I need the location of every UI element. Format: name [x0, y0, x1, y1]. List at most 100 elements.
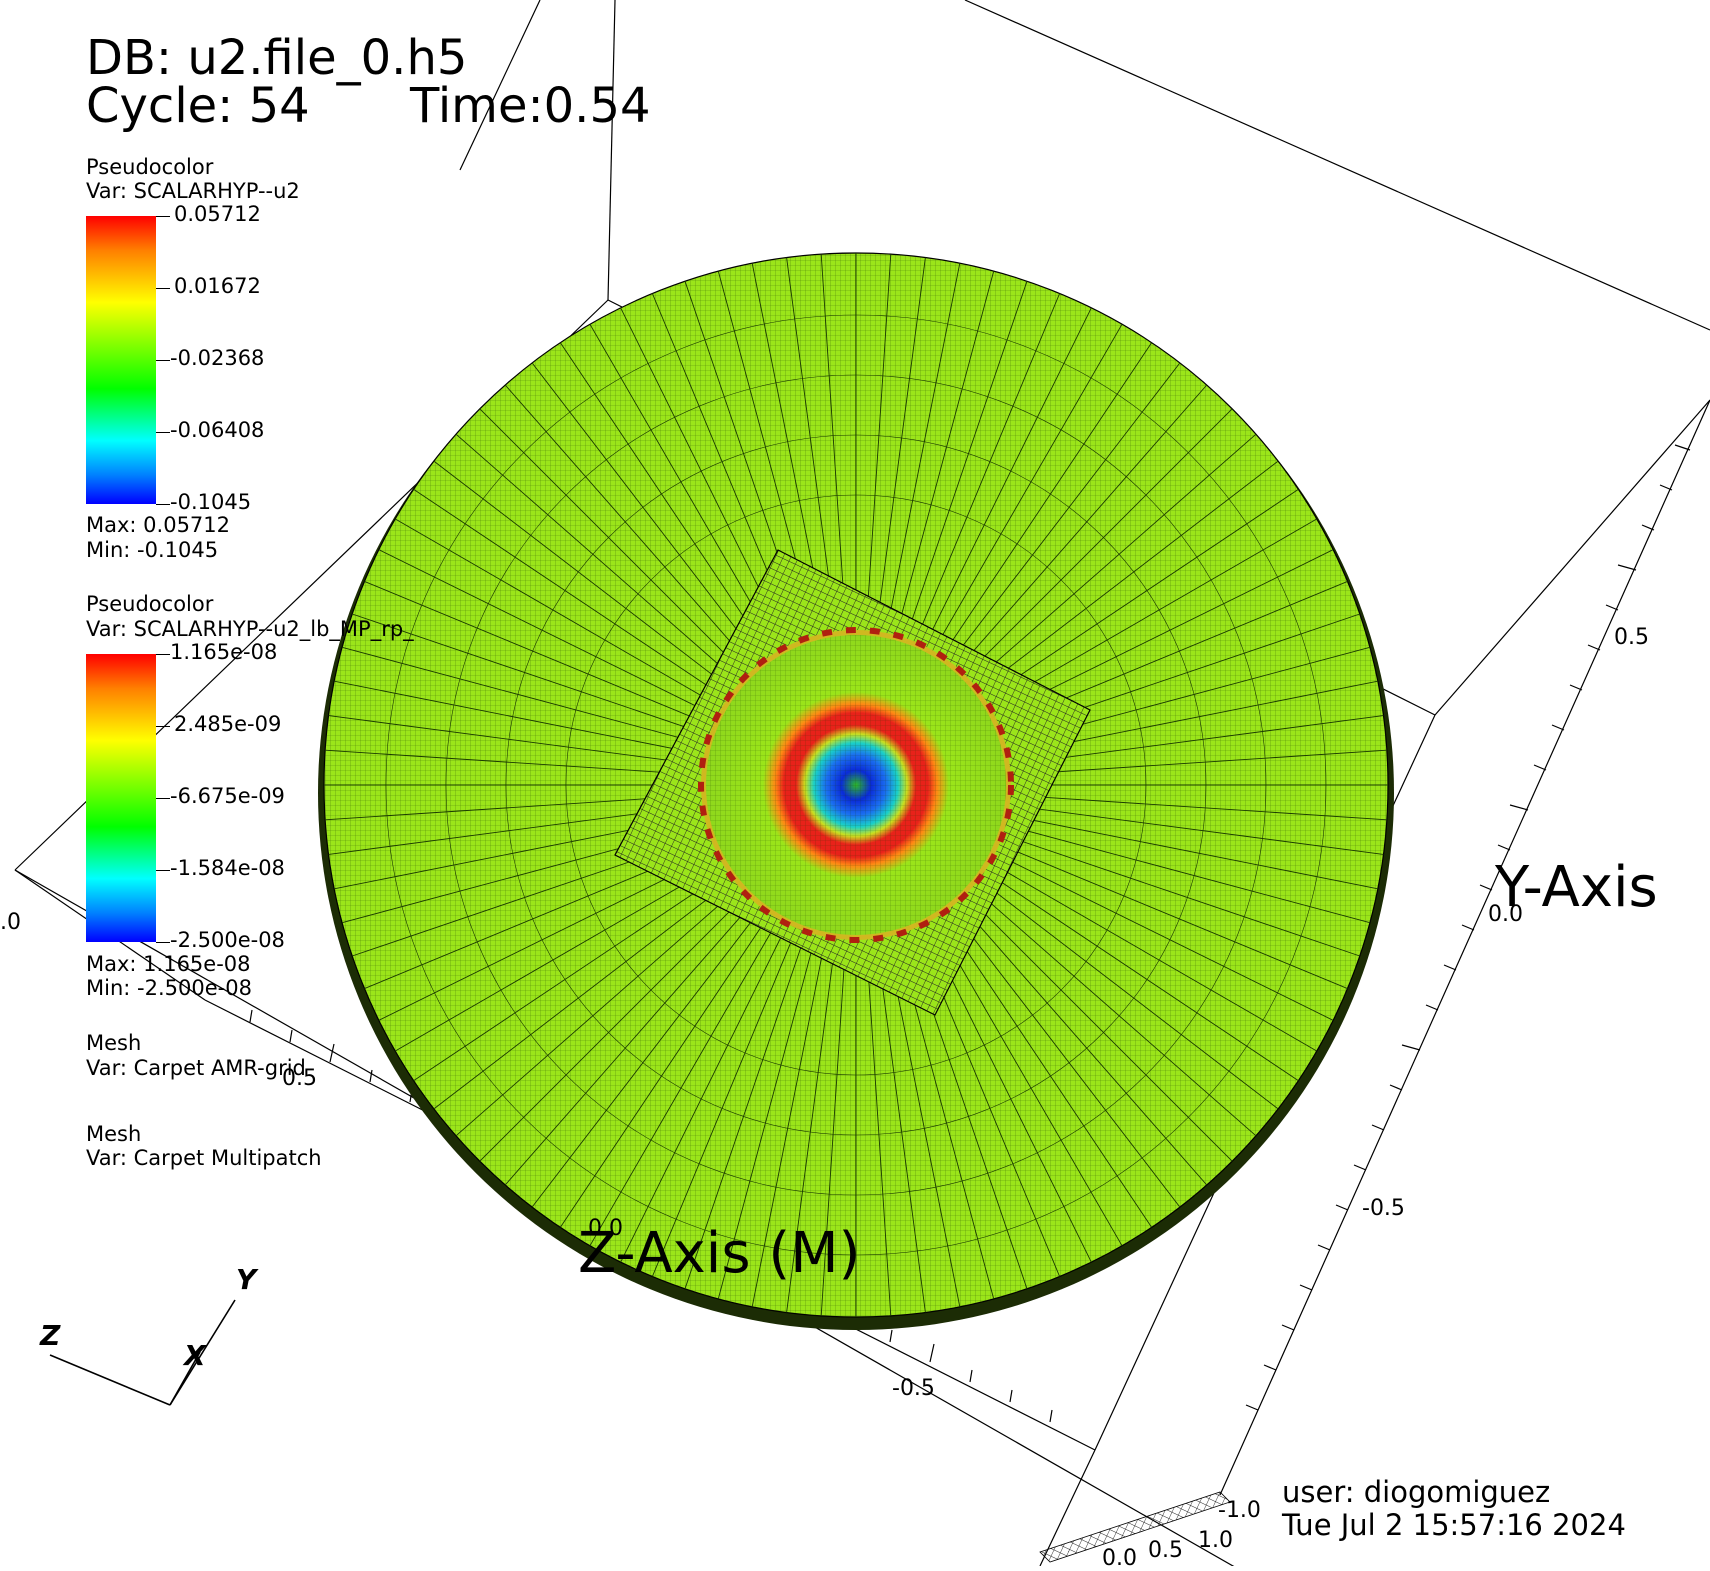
- disk-radial-line: [954, 897, 1208, 1186]
- disk-radial-line: [930, 914, 1123, 1246]
- disk-radial-line: [531, 362, 766, 667]
- colorbar: [86, 216, 156, 504]
- disk-radial-line: [560, 909, 774, 1228]
- left-tick-label: .0: [0, 910, 21, 935]
- disk-radial-line: [325, 794, 707, 821]
- disk-radial-line: [938, 909, 1152, 1228]
- disk-ring-1: [385, 314, 1327, 1256]
- disk-radial-line: [1005, 749, 1387, 776]
- disk-radial-line: [980, 867, 1299, 1081]
- triad-y-label: Y: [236, 1263, 257, 1296]
- disk-radial-line: [364, 580, 718, 729]
- base-hatch: [1039, 1491, 1231, 1563]
- legend-variable: Var: Carpet Multipatch: [86, 1146, 322, 1170]
- colorbar: [86, 654, 156, 942]
- disk-radial-line: [865, 254, 892, 636]
- disk-radial-line: [395, 859, 727, 1052]
- database-title: DB: u2.file_0.h5: [86, 30, 468, 86]
- disk-radial-line: [684, 926, 809, 1289]
- disk-radial-line: [921, 307, 1092, 651]
- disk-radial-line: [954, 384, 1208, 673]
- disk-radial-line: [990, 850, 1334, 1021]
- cycle-label: Cycle: 54: [86, 78, 310, 134]
- disk-radial-line: [651, 923, 800, 1277]
- y-tick-label: -1.0: [1218, 1498, 1261, 1523]
- bottom-tick-label: 1.0: [1198, 1528, 1233, 1553]
- colorbar-tick-label: 1.165e-08: [170, 640, 278, 664]
- z-tick-label: 0.0: [588, 1216, 623, 1241]
- disk-radial-line: [751, 932, 828, 1307]
- axes-triad: [49, 1299, 236, 1406]
- disk-radial-line: [433, 460, 738, 695]
- colorbar-tick: [156, 288, 170, 289]
- colorbar-tick: [156, 432, 170, 433]
- z-tick-label: -0.5: [892, 1376, 935, 1401]
- disk-radial-line: [589, 914, 782, 1246]
- colorbar-tick-label: 2.485e-09: [174, 712, 282, 736]
- disk-radial-line: [504, 384, 758, 673]
- disk-radial-line: [961, 408, 1233, 680]
- date-label: Tue Jul 2 15:57:16 2024: [1282, 1508, 1626, 1542]
- y-axis-ticks: [1245, 444, 1691, 1411]
- colorbar-tick-label: -0.06408: [170, 418, 265, 442]
- disk-ring-2: [445, 374, 1267, 1196]
- disk-radial-line: [875, 933, 926, 1313]
- disk-radial-line: [334, 680, 709, 757]
- disk-radial-line: [589, 324, 782, 656]
- disk-radial-line: [341, 646, 712, 747]
- disk-radial-line: [352, 613, 715, 738]
- legend-plot-type: Mesh: [86, 1122, 142, 1146]
- colorbar-tick: [156, 216, 170, 217]
- inner-disk: [698, 627, 1014, 943]
- legend-plot-type: Pseudocolor: [86, 155, 214, 179]
- disk-radial-line: [946, 362, 1181, 667]
- disk-radial-lines: [324, 253, 1388, 1317]
- disk-radial-line: [1003, 813, 1378, 890]
- colorbar-tick: [156, 798, 170, 799]
- disk-radial-line: [997, 832, 1360, 957]
- disk-radial-line: [717, 929, 818, 1300]
- disk-ring-3: [505, 434, 1207, 1136]
- disk-radial-line: [378, 549, 722, 720]
- colorbar-tick-label: 0.05712: [174, 202, 261, 226]
- colorbar-tick-label: -0.02368: [170, 346, 265, 370]
- colorbar-tick: [156, 654, 170, 655]
- z-axis-title: Z-Axis (M): [578, 1221, 861, 1286]
- disk-radial-line: [455, 433, 744, 687]
- disk-radial-line: [820, 254, 847, 636]
- disk-radial-line: [413, 867, 732, 1081]
- user-label: user: diogomiguez: [1282, 1475, 1551, 1509]
- disk-radial-line: [968, 883, 1257, 1137]
- disk-radial-line: [974, 875, 1279, 1110]
- disk-radial-line: [620, 919, 791, 1263]
- disk-radial-line: [865, 934, 892, 1316]
- disk-radial-line: [994, 841, 1348, 990]
- disk-ring-4: [565, 494, 1147, 1076]
- time-label: Time:0.54: [410, 78, 651, 134]
- triad-x-label: X: [184, 1339, 206, 1372]
- y-tick-label: 0.5: [1614, 625, 1649, 650]
- disk-radial-line: [938, 342, 1152, 661]
- legend-min: Min: -2.500e-08: [86, 976, 252, 1000]
- disk-radial-line: [504, 897, 758, 1186]
- legend-variable: Var: Carpet AMR-grid: [86, 1056, 306, 1080]
- colorbar-tick: [156, 870, 170, 871]
- disk-radial-line: [894, 270, 995, 641]
- disk-radial-line: [912, 293, 1061, 647]
- disk-radial-line: [974, 460, 1279, 695]
- disk-radial-line: [875, 257, 926, 637]
- colorbar-tick-label: -1.584e-08: [170, 856, 285, 880]
- legend-variable: Var: SCALARHYP--u2: [86, 179, 300, 203]
- triad-z-label: Z: [40, 1319, 61, 1352]
- legend-variable: Var: SCALARHYP--u2_lb_MP_rp_: [86, 617, 414, 641]
- disk-radial-line: [560, 342, 774, 661]
- disk-radial-line: [968, 433, 1257, 687]
- disk-radial-line: [1005, 794, 1387, 821]
- disk-radial-line: [884, 263, 961, 638]
- disk-radial-line: [325, 749, 707, 776]
- bottom-tick-label: 0.5: [1148, 1538, 1183, 1563]
- y-tick-label: -0.5: [1362, 1196, 1405, 1221]
- colorbar-tick: [156, 504, 170, 505]
- disk-radial-line: [328, 715, 708, 766]
